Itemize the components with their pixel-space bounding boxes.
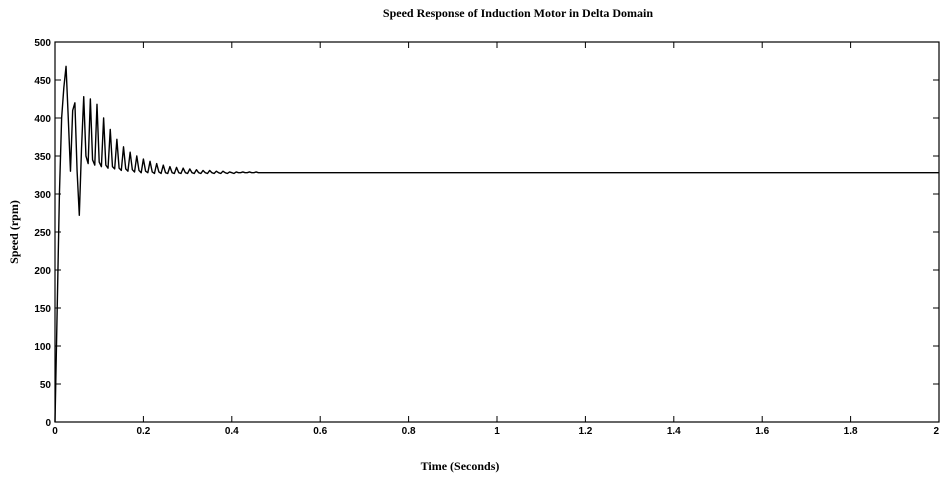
- x-tick-label: 2: [933, 426, 939, 437]
- y-tick-label: 400: [34, 114, 51, 125]
- x-tick-label: 1.8: [844, 426, 858, 437]
- x-tick-label: 0.8: [402, 426, 416, 437]
- y-axis-label: Speed (rpm): [7, 200, 21, 264]
- y-tick-label: 0: [45, 418, 51, 429]
- x-tick-label: 0.4: [225, 426, 239, 437]
- x-axis-ticks: 0 0.2 0.4 0.6 0.8 1 1.2 1.4 1.6 1.8 2: [52, 42, 940, 437]
- y-tick-label: 250: [34, 228, 51, 239]
- x-tick-label: 0.2: [136, 426, 150, 437]
- y-tick-label: 100: [34, 342, 51, 353]
- x-tick-label: 1.2: [578, 426, 592, 437]
- x-tick-label: 1.4: [667, 426, 681, 437]
- plot-area: [54, 41, 940, 423]
- x-tick-label: 0: [52, 426, 58, 437]
- y-tick-label: 300: [34, 190, 51, 201]
- x-tick-label: 1: [494, 426, 500, 437]
- y-tick-label: 450: [34, 76, 51, 87]
- x-tick-label: 0.6: [313, 426, 327, 437]
- y-tick-label: 50: [40, 380, 52, 391]
- y-axis-ticks: 0 50 100 150 200 250 300 350 400 450 500: [34, 38, 939, 429]
- speed-series-line: [54, 65, 939, 423]
- y-tick-label: 200: [34, 266, 51, 277]
- y-tick-label: 500: [34, 38, 51, 49]
- x-tick-label: 1.6: [755, 426, 769, 437]
- y-tick-label: 350: [34, 152, 51, 163]
- x-axis-label: Time (Seconds): [421, 459, 500, 473]
- chart-title: Speed Response of Induction Motor in Del…: [383, 6, 653, 20]
- y-tick-label: 150: [34, 304, 51, 315]
